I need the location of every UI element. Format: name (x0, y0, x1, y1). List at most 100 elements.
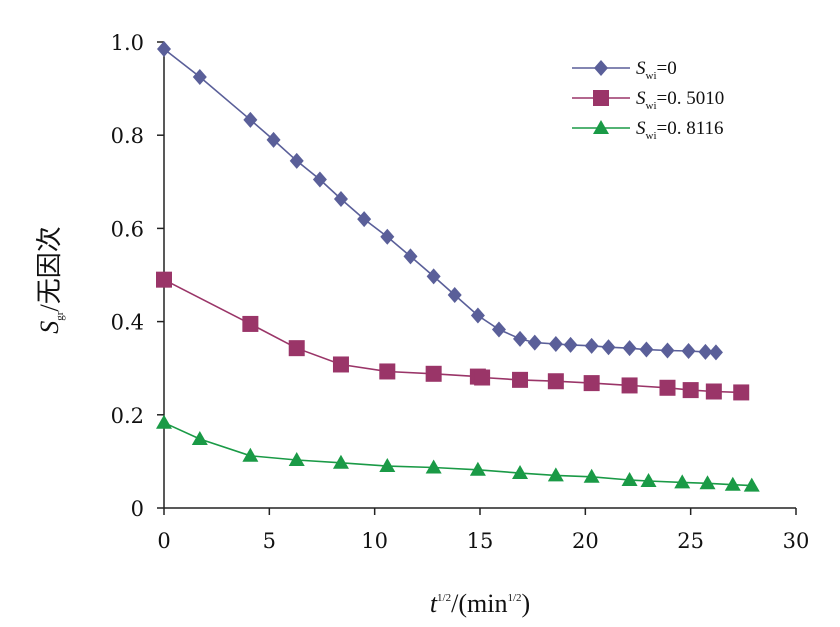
legend-label-value: =0 (657, 58, 677, 79)
data-point-triangle (512, 465, 529, 480)
data-point-diamond (601, 339, 616, 356)
data-point-diamond (380, 228, 395, 245)
data-point-square (682, 382, 699, 399)
y-tick-label: 1.0 (111, 31, 144, 55)
x-axis-title-base-sup: 1/2 (437, 592, 451, 604)
data-point-square (156, 271, 172, 288)
data-point-diamond (157, 40, 171, 57)
data-point-triangle (583, 468, 600, 483)
tick-labels: 0 5 10 15 20 25 30 0 0.2 0.4 0.6 0.8 1.0 (111, 31, 810, 553)
data-point-triangle (156, 414, 172, 429)
data-point-triangle (621, 472, 638, 487)
y-tick-label: 0.4 (111, 311, 144, 335)
y-tick-label: 0 (131, 497, 144, 521)
y-tick-label: 0.6 (111, 217, 144, 241)
data-point-diamond (622, 340, 637, 357)
data-point-triangle (640, 472, 657, 487)
legend-label: Swi=0 (636, 58, 677, 82)
data-point-triangle (242, 447, 259, 462)
series-triangle (156, 414, 760, 492)
legend-label-base: S (636, 118, 646, 139)
x-axis-title-unit-sup: 1/2 (507, 592, 521, 604)
legend-marker-square (593, 90, 609, 106)
series-line (163, 48, 716, 354)
legend-label-value: =0. 5010 (657, 88, 725, 109)
x-tick-label: 0 (157, 529, 170, 553)
data-point-triangle (743, 477, 760, 492)
data-point-triangle (674, 474, 691, 489)
legend-label-sub: wi (646, 100, 657, 112)
x-tick-label: 25 (677, 529, 704, 553)
legend-label: Swi=0. 8116 (636, 118, 724, 142)
data-point-diamond (470, 307, 485, 324)
legend-marker-triangle (593, 120, 609, 134)
legend-entry: Swi=0. 5010 (572, 88, 724, 112)
x-tick-label: 5 (263, 529, 276, 553)
legend-entry: Swi=0 (572, 58, 677, 82)
data-point-square (379, 363, 396, 380)
data-point-diamond (333, 191, 348, 208)
data-point-diamond (708, 344, 723, 361)
data-point-diamond (357, 211, 372, 228)
legend-label-base: S (636, 58, 646, 79)
data-point-diamond (312, 171, 327, 188)
data-point-diamond (403, 248, 418, 265)
data-point-square (332, 356, 349, 373)
data-point-triangle (469, 461, 486, 476)
series-group (156, 40, 760, 492)
data-point-triangle (699, 475, 716, 490)
x-axis-title: t1/2/(min1/2) (430, 589, 530, 618)
data-point-triangle (379, 458, 396, 473)
data-point-diamond (491, 321, 506, 338)
data-point-triangle (191, 431, 208, 446)
legend-entry: Swi=0. 8116 (572, 118, 724, 142)
series-square (156, 271, 750, 401)
data-point-diamond (266, 131, 281, 148)
x-tick-label: 30 (783, 529, 810, 553)
data-point-diamond (513, 330, 528, 347)
ticks (157, 41, 797, 515)
x-tick-label: 10 (361, 529, 388, 553)
data-point-diamond (447, 287, 462, 304)
data-point-diamond (243, 111, 258, 128)
legend-label-sub: wi (646, 130, 657, 142)
y-axis-title-rest: /无因次 (35, 226, 64, 311)
y-axis-title-sub: gr (54, 311, 66, 321)
data-point-diamond (681, 342, 696, 359)
legend-label-sub: wi (646, 70, 657, 82)
data-point-diamond (527, 334, 542, 351)
data-point-square (547, 373, 564, 390)
data-point-triangle (425, 459, 442, 474)
data-point-diamond (563, 336, 578, 353)
x-axis-title-base: t (430, 589, 438, 618)
data-point-triangle (547, 467, 564, 482)
data-point-diamond (639, 341, 654, 358)
data-point-diamond (698, 343, 713, 360)
series-diamond (157, 40, 723, 361)
series-line (163, 278, 742, 394)
data-point-square (659, 379, 676, 396)
data-point-diamond (426, 268, 441, 285)
data-point-square (425, 365, 442, 382)
data-point-square (242, 315, 259, 332)
data-point-diamond (548, 335, 563, 352)
x-tick-label: 15 (467, 529, 494, 553)
data-point-square (512, 371, 529, 388)
x-axis-title-unit-prefix: /(min (451, 589, 507, 618)
data-point-triangle (332, 454, 349, 469)
data-point-square (733, 384, 750, 401)
data-point-square (288, 340, 305, 357)
data-point-triangle (288, 452, 305, 467)
legend-marker-diamond (594, 60, 608, 76)
legend-label-base: S (636, 88, 646, 109)
y-axis-title: Sgr/无因次 (35, 226, 66, 333)
data-point-diamond (289, 152, 304, 169)
data-point-diamond (584, 337, 599, 354)
data-point-square (583, 375, 600, 392)
x-axis-title-unit-suffix: ) (522, 589, 531, 618)
y-tick-label: 0.8 (111, 124, 144, 148)
axes (163, 42, 796, 509)
x-tick-label: 20 (572, 529, 599, 553)
